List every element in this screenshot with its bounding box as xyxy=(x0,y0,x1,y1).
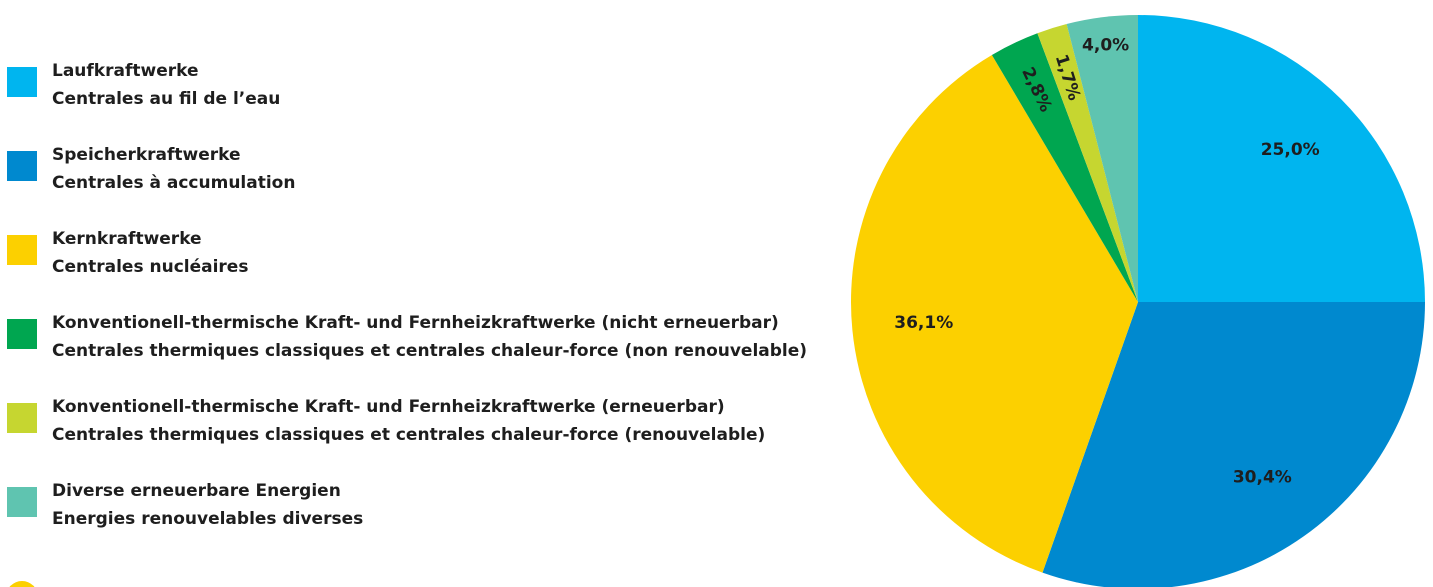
legend-label: Konventionell-thermische Kraft- und Fern… xyxy=(52,313,779,333)
legend-label: Centrales à accumulation xyxy=(52,173,295,193)
pie-slice xyxy=(1037,24,1138,302)
pie-slice xyxy=(850,54,1138,573)
legend-label: Centrales nucléaires xyxy=(52,257,248,277)
pie-slice xyxy=(1066,15,1138,302)
legend-label: Kernkraftwerke xyxy=(52,229,202,249)
legend-label: Speicherkraftwerke xyxy=(52,145,241,165)
legend-label: Diverse erneuerbare Energien xyxy=(52,481,341,501)
pie-slice xyxy=(1138,15,1425,302)
pie-slice xyxy=(1042,302,1425,587)
legend-swatch xyxy=(7,403,37,433)
decoration xyxy=(9,581,35,587)
legend-label: Centrales thermiques classiques et centr… xyxy=(52,425,765,445)
legend-label: Konventionell-thermische Kraft- und Fern… xyxy=(52,397,725,417)
data-label: 4,0% xyxy=(1082,36,1129,56)
legend-swatch xyxy=(7,235,37,265)
pie-slice xyxy=(991,33,1138,303)
legend-label: Laufkraftwerke xyxy=(52,61,198,81)
legend-swatch xyxy=(7,151,37,181)
data-label: 30,4% xyxy=(1233,468,1292,488)
data-label: 36,1% xyxy=(894,313,953,333)
legend-swatch xyxy=(7,487,37,517)
legend-label: Centrales au fil de l’eau xyxy=(52,89,280,109)
data-label: 25,0% xyxy=(1261,140,1320,160)
legend-label: Energies renouvelables diverses xyxy=(52,509,363,529)
legend-swatch xyxy=(7,67,37,97)
legend-swatch xyxy=(7,319,37,349)
legend-label: Centrales thermiques classiques et centr… xyxy=(52,341,807,361)
